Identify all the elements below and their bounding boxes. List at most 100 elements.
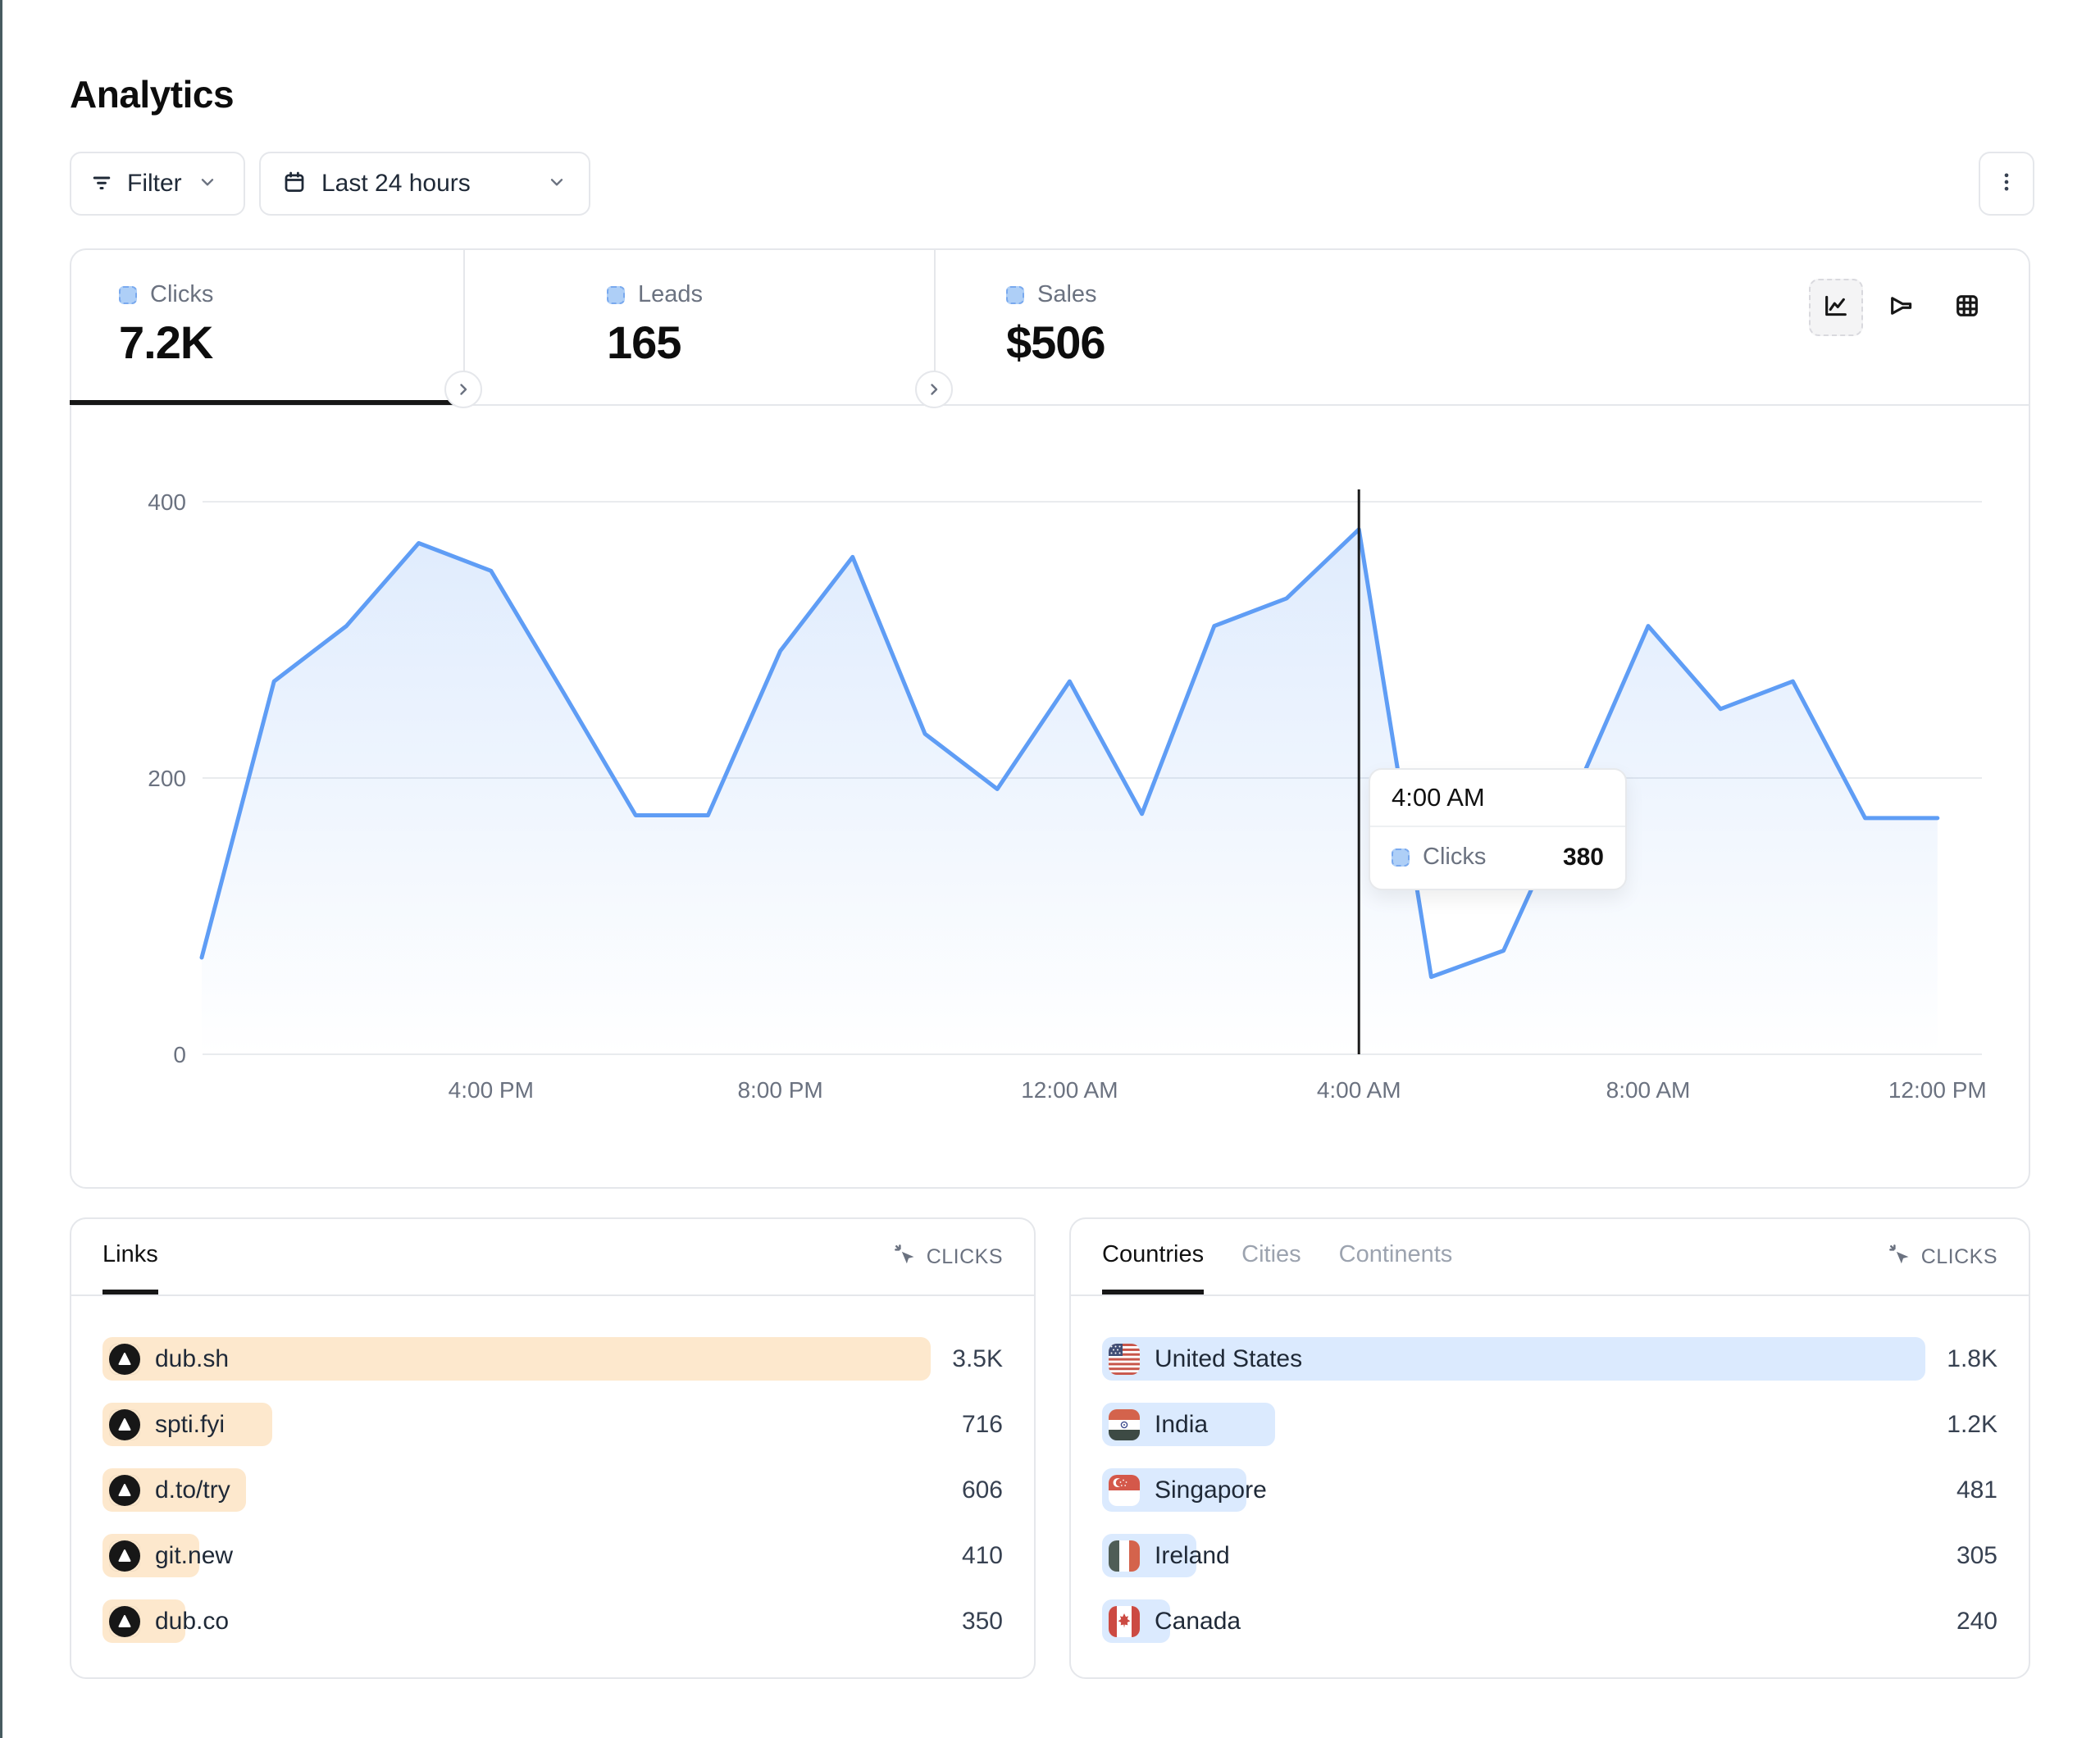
svg-text:8:00 PM: 8:00 PM — [737, 1077, 822, 1103]
links-metric-selector[interactable]: CLICKS — [892, 1219, 1003, 1294]
chart-tooltip: 4:00 AM Clicks 380 — [1369, 768, 1627, 890]
clicks-legend-swatch — [119, 285, 137, 304]
sales-legend-swatch — [1006, 285, 1024, 304]
item-value: 410 — [961, 1541, 1003, 1569]
list-item[interactable]: Ireland 305 — [1102, 1534, 1998, 1577]
expand-leads-button[interactable] — [915, 371, 953, 408]
line-chart-toggle[interactable] — [1809, 279, 1863, 336]
stat-value: 7.2K — [119, 316, 213, 368]
tab-label: Countries — [1102, 1240, 1205, 1267]
svg-text:0: 0 — [173, 1042, 186, 1067]
value-bar-zone — [102, 1403, 931, 1446]
stats-row: Clicks 7.2K Leads 165 Sales $506 — [70, 250, 2029, 408]
expand-clicks-button[interactable] — [444, 371, 482, 408]
list-item[interactable]: India 1.2K — [1102, 1403, 1998, 1446]
filter-icon — [89, 170, 114, 198]
countries-metric-selector[interactable]: CLICKS — [1887, 1219, 1998, 1294]
links-panel-header: Links CLICKS — [71, 1219, 1034, 1296]
metric-label: CLICKS — [1920, 1244, 1998, 1268]
svg-text:4:00 AM: 4:00 AM — [1317, 1077, 1401, 1103]
list-item[interactable]: Singapore 481 — [1102, 1468, 1998, 1512]
list-item[interactable]: Canada 240 — [1102, 1599, 1998, 1643]
dub-logo-icon — [109, 1343, 140, 1375]
dub-logo-icon — [109, 1540, 140, 1572]
flag-us-icon — [1109, 1343, 1140, 1375]
value-bar — [102, 1337, 931, 1381]
list-item[interactable]: d.to/try 606 — [102, 1468, 1003, 1512]
item-value: 350 — [961, 1607, 1003, 1635]
filter-button[interactable]: Filter — [70, 152, 245, 216]
active-stat-underline — [70, 400, 463, 405]
tab-links[interactable]: Links — [102, 1219, 158, 1294]
svg-text:200: 200 — [148, 766, 186, 791]
clicks-time-series-chart[interactable]: 0 200 400 4:00 PM 8:00 PM 12:00 AM 4:00 AM 8:00… — [71, 407, 2032, 1189]
stat-tab-leads[interactable]: Leads 165 — [533, 250, 861, 404]
tab-continents[interactable]: Continents — [1339, 1219, 1453, 1294]
tab-label: Links — [102, 1240, 158, 1267]
funnel-chart-toggle[interactable] — [1875, 279, 1929, 336]
funnel-chart-icon — [1888, 292, 1916, 324]
links-panel: Links CLICKS dub.sh 3.5K spti.fyi 716 d.to/t… — [70, 1217, 1036, 1679]
tab-countries[interactable]: Countries — [1102, 1219, 1205, 1294]
svg-text:8:00 AM: 8:00 AM — [1606, 1077, 1691, 1103]
chevron-down-icon — [546, 171, 567, 197]
tooltip-time: 4:00 AM — [1370, 770, 1625, 827]
stat-label: Sales — [1037, 281, 1097, 307]
svg-text:12:00 AM: 12:00 AM — [1021, 1077, 1118, 1103]
item-label: Ireland — [1155, 1541, 1230, 1569]
stats-divider — [934, 250, 936, 404]
area-chart-canvas: 0 200 400 4:00 PM 8:00 PM 12:00 AM 4:00 AM 8:00… — [148, 489, 1987, 1103]
item-label: git.new — [155, 1541, 234, 1569]
dub-logo-icon — [109, 1474, 140, 1506]
svg-text:400: 400 — [148, 489, 186, 515]
cursor-click-icon — [892, 1242, 917, 1272]
svg-text:4:00 PM: 4:00 PM — [449, 1077, 534, 1103]
date-range-label: Last 24 hours — [321, 170, 471, 197]
filter-button-label: Filter — [127, 170, 182, 197]
item-value: 305 — [1956, 1541, 1998, 1569]
stat-tab-clicks[interactable]: Clicks 7.2K — [119, 250, 463, 404]
list-item[interactable]: dub.co 350 — [102, 1599, 1003, 1643]
links-list: dub.sh 3.5K spti.fyi 716 d.to/try 606 git.new 4… — [102, 1337, 1003, 1665]
tooltip-series-label: Clicks — [1423, 844, 1487, 870]
tooltip-legend-swatch — [1392, 848, 1410, 867]
left-edge-divider — [0, 0, 2, 1738]
stat-label: Clicks — [150, 281, 214, 307]
kebab-menu-icon — [1995, 171, 2018, 198]
calendar-icon — [282, 170, 307, 198]
value-bar-zone — [1102, 1337, 1925, 1381]
tab-cities[interactable]: Cities — [1241, 1219, 1301, 1294]
metric-label: CLICKS — [926, 1244, 1003, 1268]
tab-label: Continents — [1338, 1240, 1453, 1267]
item-label: spti.fyi — [155, 1410, 225, 1438]
stat-tab-sales[interactable]: Sales $506 — [934, 250, 1278, 404]
countries-panel: Countries Cities Continents CLICKS Unite… — [1069, 1217, 2030, 1679]
date-range-button[interactable]: Last 24 hours — [259, 152, 590, 216]
stats-divider — [463, 250, 465, 404]
value-bar — [1102, 1337, 1925, 1381]
page-title: Analytics — [70, 73, 235, 116]
item-label: United States — [1155, 1344, 1303, 1372]
list-item[interactable]: git.new 410 — [102, 1534, 1003, 1577]
item-value: 606 — [961, 1476, 1003, 1504]
item-label: India — [1155, 1410, 1209, 1438]
countries-list: United States 1.8K India 1.2K Singapore 481 Ir… — [1102, 1337, 1998, 1665]
list-item[interactable]: dub.sh 3.5K — [102, 1337, 1003, 1381]
item-value: 3.5K — [952, 1344, 1003, 1372]
dub-logo-icon — [109, 1408, 140, 1440]
list-item[interactable]: spti.fyi 716 — [102, 1403, 1003, 1446]
item-value: 1.2K — [1947, 1410, 1998, 1438]
table-grid-toggle[interactable] — [1940, 279, 1994, 336]
item-label: dub.co — [155, 1607, 230, 1635]
more-options-button[interactable] — [1979, 152, 2034, 216]
list-item[interactable]: United States 1.8K — [1102, 1337, 1998, 1381]
item-value: 481 — [1956, 1476, 1998, 1504]
flag-ie-icon — [1109, 1540, 1140, 1572]
chart-type-switcher — [1809, 279, 1994, 336]
item-value: 716 — [961, 1410, 1003, 1438]
stat-value: $506 — [1006, 316, 1106, 368]
item-label: d.to/try — [155, 1476, 230, 1504]
analytics-card: Clicks 7.2K Leads 165 Sales $506 — [70, 248, 2030, 1189]
svg-text:12:00 PM: 12:00 PM — [1888, 1077, 1987, 1103]
